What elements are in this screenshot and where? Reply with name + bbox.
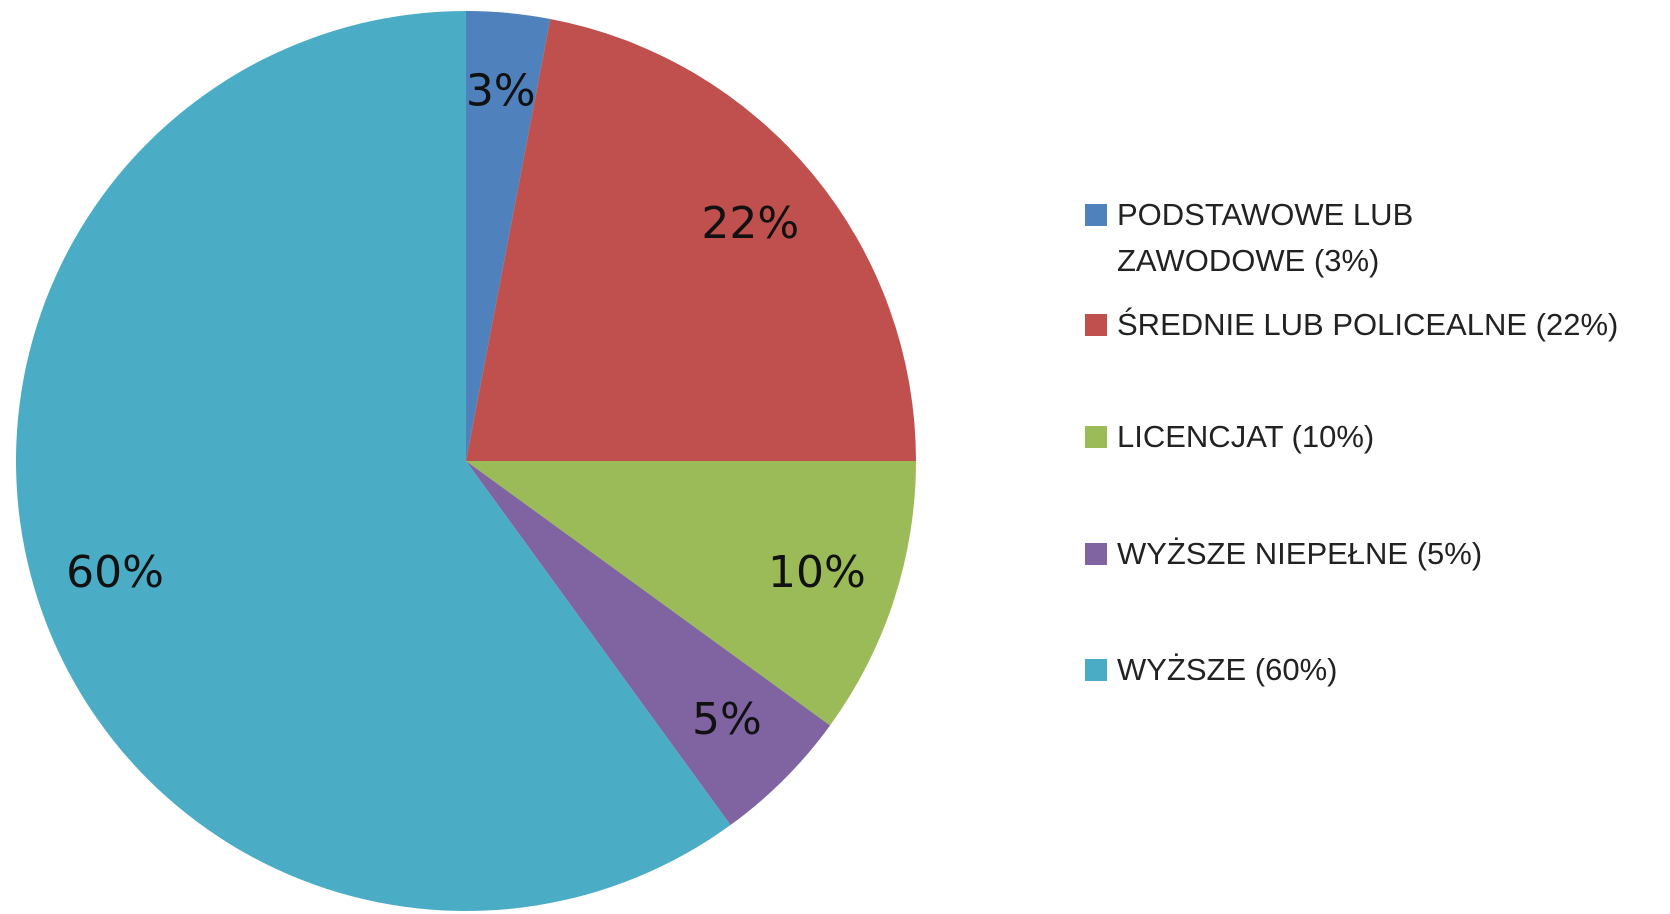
data-label: 3% [466, 66, 536, 117]
legend-swatch [1085, 204, 1107, 226]
data-label: 22% [701, 198, 799, 249]
legend-item: WYŻSZE NIEPEŁNE (5%) [1085, 531, 1482, 577]
pie-slice [466, 461, 916, 726]
legend-item: WYŻSZE (60%) [1085, 647, 1337, 693]
pie-slice [466, 461, 831, 826]
legend-swatch [1085, 543, 1107, 565]
pie-slice [466, 11, 551, 461]
pie-slice [466, 18, 916, 462]
legend-label: WYŻSZE (60%) [1117, 652, 1338, 687]
legend-label: PODSTAWOWE LUB ZAWODOWE (3%) [1117, 197, 1414, 278]
legend-swatch [1085, 314, 1107, 336]
legend-swatch [1085, 426, 1107, 448]
data-label: 60% [66, 547, 164, 598]
data-label: 5% [692, 694, 762, 745]
pie-chart: 3% 22% 10% 5% 60% [15, 11, 916, 911]
legend: PODSTAWOWE LUB ZAWODOWE (3%) ŚREDNIE LUB … [1085, 0, 1665, 914]
data-label: 10% [768, 547, 866, 598]
legend-swatch [1085, 659, 1107, 681]
legend-label: ŚREDNIE LUB POLICEALNE (22%) [1117, 307, 1619, 342]
legend-label: WYŻSZE NIEPEŁNE (5%) [1117, 536, 1483, 571]
legend-item: PODSTAWOWE LUB ZAWODOWE (3%) [1085, 192, 1457, 284]
legend-item: LICENCJAT (10%) [1085, 414, 1374, 460]
legend-item: ŚREDNIE LUB POLICEALNE (22%) [1085, 302, 1618, 348]
pie-slice [15, 11, 731, 911]
legend-label: LICENCJAT (10%) [1117, 419, 1375, 454]
